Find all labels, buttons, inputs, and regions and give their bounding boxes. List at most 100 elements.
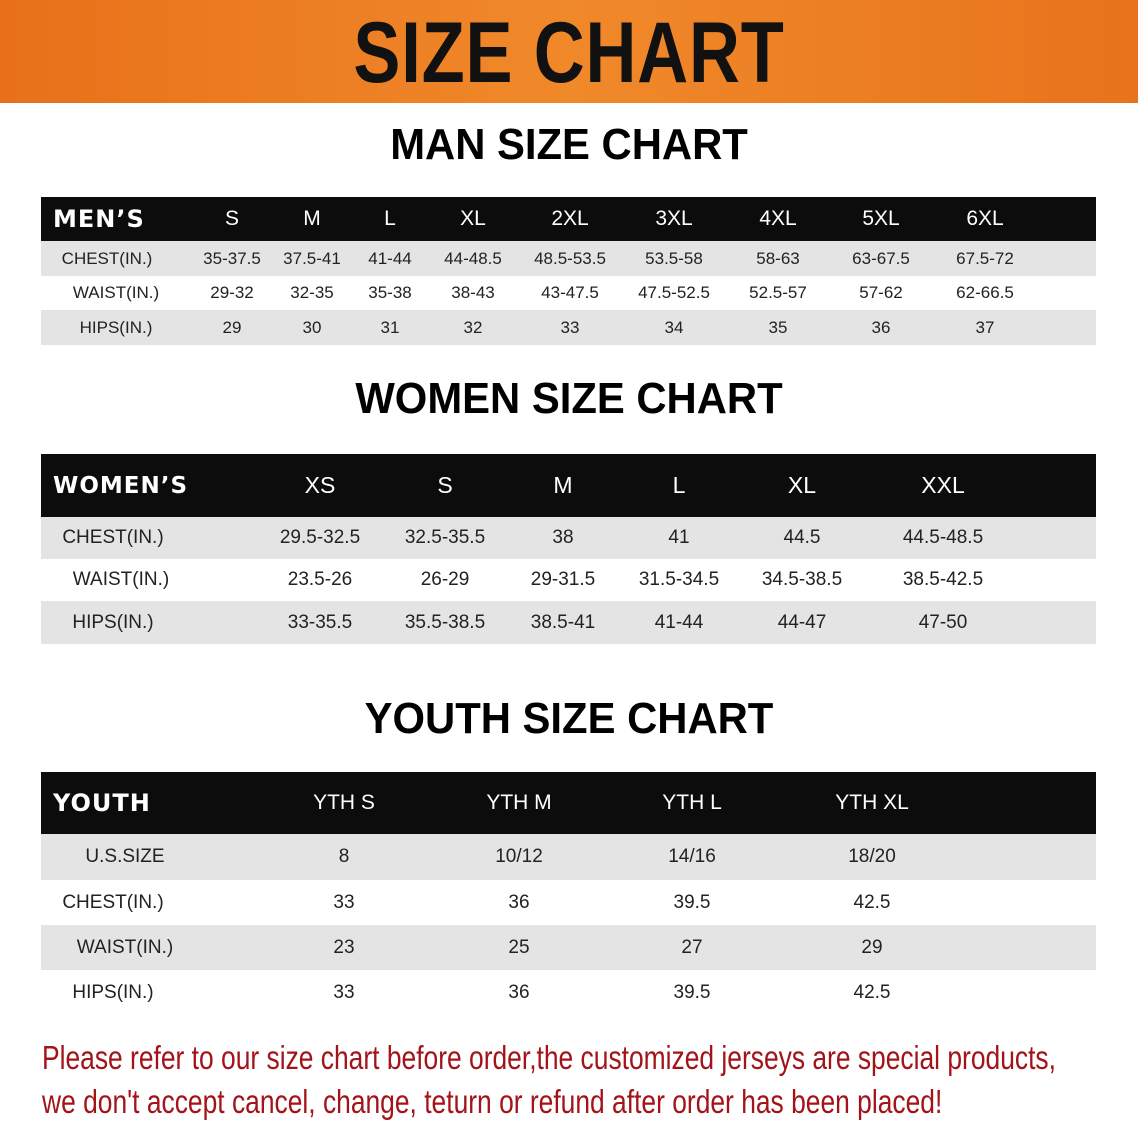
table-cell: 35.5-38.5: [404, 611, 486, 633]
table-cell: 36: [508, 981, 530, 1003]
table-cell: 44-48.5: [444, 248, 502, 268]
table-cell: 37.5-41: [283, 248, 341, 268]
table-cell: 23: [333, 936, 355, 958]
table-cell: 33: [333, 891, 355, 913]
table-cell: 44.5-48.5: [902, 527, 984, 548]
measurement-label: U.S.SIZE: [85, 846, 165, 867]
size-column-header: 3XL: [655, 207, 693, 230]
size-column-header: YTH XL: [835, 791, 909, 814]
table-row: HIPS(IN.) 33-35.5 35.5-38.5 38.5-41 41-44 44-…: [41, 601, 1096, 644]
table-cell: 14/16: [668, 846, 716, 867]
table-cell: 31.5-34.5: [638, 569, 720, 590]
table-cell: 35-37.5: [203, 248, 261, 268]
table-cell: 47-50: [918, 611, 968, 633]
size-column-header: 2XL: [551, 207, 589, 230]
table-cell: 36: [508, 891, 530, 913]
size-column-header: 4XL: [759, 207, 797, 230]
table-cell: 10/12: [495, 846, 543, 867]
measurement-label: CHEST(IN.): [62, 527, 164, 548]
table-cell: 43-47.5: [541, 283, 599, 302]
table-cell: 35-38: [368, 283, 412, 302]
size-column-header: S: [224, 207, 240, 230]
banner: SIZE CHART: [0, 0, 1138, 103]
size-column-header: L: [384, 207, 396, 230]
size-column-header: 5XL: [862, 207, 900, 230]
measurement-label: HIPS(IN.): [72, 981, 154, 1003]
table-cell: 35: [768, 317, 788, 337]
banner-title: SIZE CHART: [353, 5, 785, 101]
size-column-header: XXL: [921, 472, 965, 498]
size-column-header: XL: [787, 472, 817, 498]
size-column-header: YTH L: [662, 791, 722, 814]
measurement-label: WAIST(IN.): [76, 936, 174, 958]
measurement-label: HIPS(IN.): [79, 317, 153, 337]
table-cell: 47.5-52.5: [638, 283, 710, 302]
table-row: CHEST(IN.) 29.5-32.5 32.5-35.5 38 41 44.5 44.5…: [41, 517, 1096, 559]
table-cell: 38-43: [451, 283, 495, 302]
size-column-header: M: [303, 207, 321, 230]
measurement-label: CHEST(IN.): [61, 248, 153, 268]
men-section-title: MAN SIZE CHART: [390, 120, 748, 169]
table-cell: 30: [302, 317, 322, 337]
size-column-header: 6XL: [966, 207, 1004, 230]
order-notice-line-1: Please refer to our size chart before or…: [42, 1039, 1056, 1076]
table-cell: 44-47: [777, 611, 827, 633]
table-cell: 41: [668, 527, 690, 548]
table-row: U.S.SIZE 8 10/12 14/16 18/20: [41, 834, 1096, 880]
table-cell: 53.5-58: [645, 248, 703, 268]
table-cell: 25: [508, 936, 530, 958]
table-row: WAIST(IN.) 23 25 27 29: [41, 925, 1096, 970]
men-header-label: MEN’S: [53, 205, 145, 233]
table-cell: 18/20: [848, 846, 896, 867]
table-cell: 31: [380, 317, 400, 337]
women-header-label: WOMEN’S: [53, 472, 189, 499]
table-row: HIPS(IN.) 33 36 39.5 42.5: [41, 970, 1096, 1015]
table-cell: 23.5-26: [287, 569, 353, 590]
table-cell: 29: [861, 936, 883, 958]
table-cell: 58-63: [756, 248, 800, 268]
table-cell: 29-31.5: [530, 569, 596, 590]
table-cell: 8: [338, 846, 350, 867]
table-cell: 38: [552, 527, 574, 548]
table-cell: 33-35.5: [287, 611, 353, 633]
table-cell: 37: [975, 317, 995, 337]
table-cell: 29-32: [210, 283, 254, 302]
men-size-table: MEN’S S M L XL 2XL 3XL 4XL 5XL 6XL CHEST(IN.) 35-37…: [41, 197, 1096, 345]
table-cell: 29.5-32.5: [279, 527, 361, 548]
table-cell: 38.5-41: [530, 611, 596, 633]
table-cell: 42.5: [853, 981, 891, 1003]
table-cell: 32: [463, 317, 483, 337]
table-row: WAIST(IN.) 29-32 32-35 35-38 38-43 43-47.5 47.…: [41, 276, 1096, 310]
table-cell: 48.5-53.5: [534, 248, 606, 268]
table-cell: 33: [333, 981, 355, 1003]
table-row: CHEST(IN.) 35-37.5 37.5-41 41-44 44-48.5 48.5…: [41, 241, 1096, 276]
youth-section-title: YOUTH SIZE CHART: [364, 694, 774, 743]
table-cell: 62-66.5: [956, 283, 1014, 302]
table-row: CHEST(IN.) 33 36 39.5 42.5: [41, 880, 1096, 925]
table-cell: 42.5: [853, 891, 891, 913]
table-cell: 41-44: [654, 611, 704, 633]
measurement-label: CHEST(IN.): [62, 891, 164, 913]
table-cell: 33: [560, 317, 580, 337]
table-cell: 32-35: [290, 283, 334, 302]
size-column-header: XS: [304, 472, 336, 498]
size-column-header: S: [437, 472, 453, 498]
table-cell: 29: [222, 317, 242, 337]
table-row: HIPS(IN.) 29 30 31 32 33 34 35 36 37: [41, 310, 1096, 345]
table-cell: 26-29: [420, 569, 470, 590]
women-header-row: WOMEN’S XS S M L XL XXL: [41, 454, 1096, 517]
table-cell: 41-44: [368, 248, 412, 268]
size-column-header: L: [672, 472, 686, 498]
table-cell: 67.5-72: [956, 248, 1014, 268]
table-cell: 39.5: [673, 981, 711, 1003]
size-column-header: YTH S: [313, 791, 375, 814]
table-row: WAIST(IN.) 23.5-26 26-29 29-31.5 31.5-34.5 34…: [41, 559, 1096, 601]
table-cell: 63-67.5: [852, 248, 910, 268]
youth-header-row: YOUTH YTH S YTH M YTH L YTH XL: [41, 772, 1096, 834]
table-cell: 34.5-38.5: [761, 569, 843, 590]
size-column-header: YTH M: [486, 791, 552, 814]
table-cell: 27: [681, 936, 703, 958]
table-cell: 44.5: [783, 527, 821, 548]
women-size-table: WOMEN’S XS S M L XL XXL CHEST(IN.) 29.5-32.5 32.5…: [41, 454, 1096, 644]
table-cell: 32.5-35.5: [404, 527, 486, 548]
